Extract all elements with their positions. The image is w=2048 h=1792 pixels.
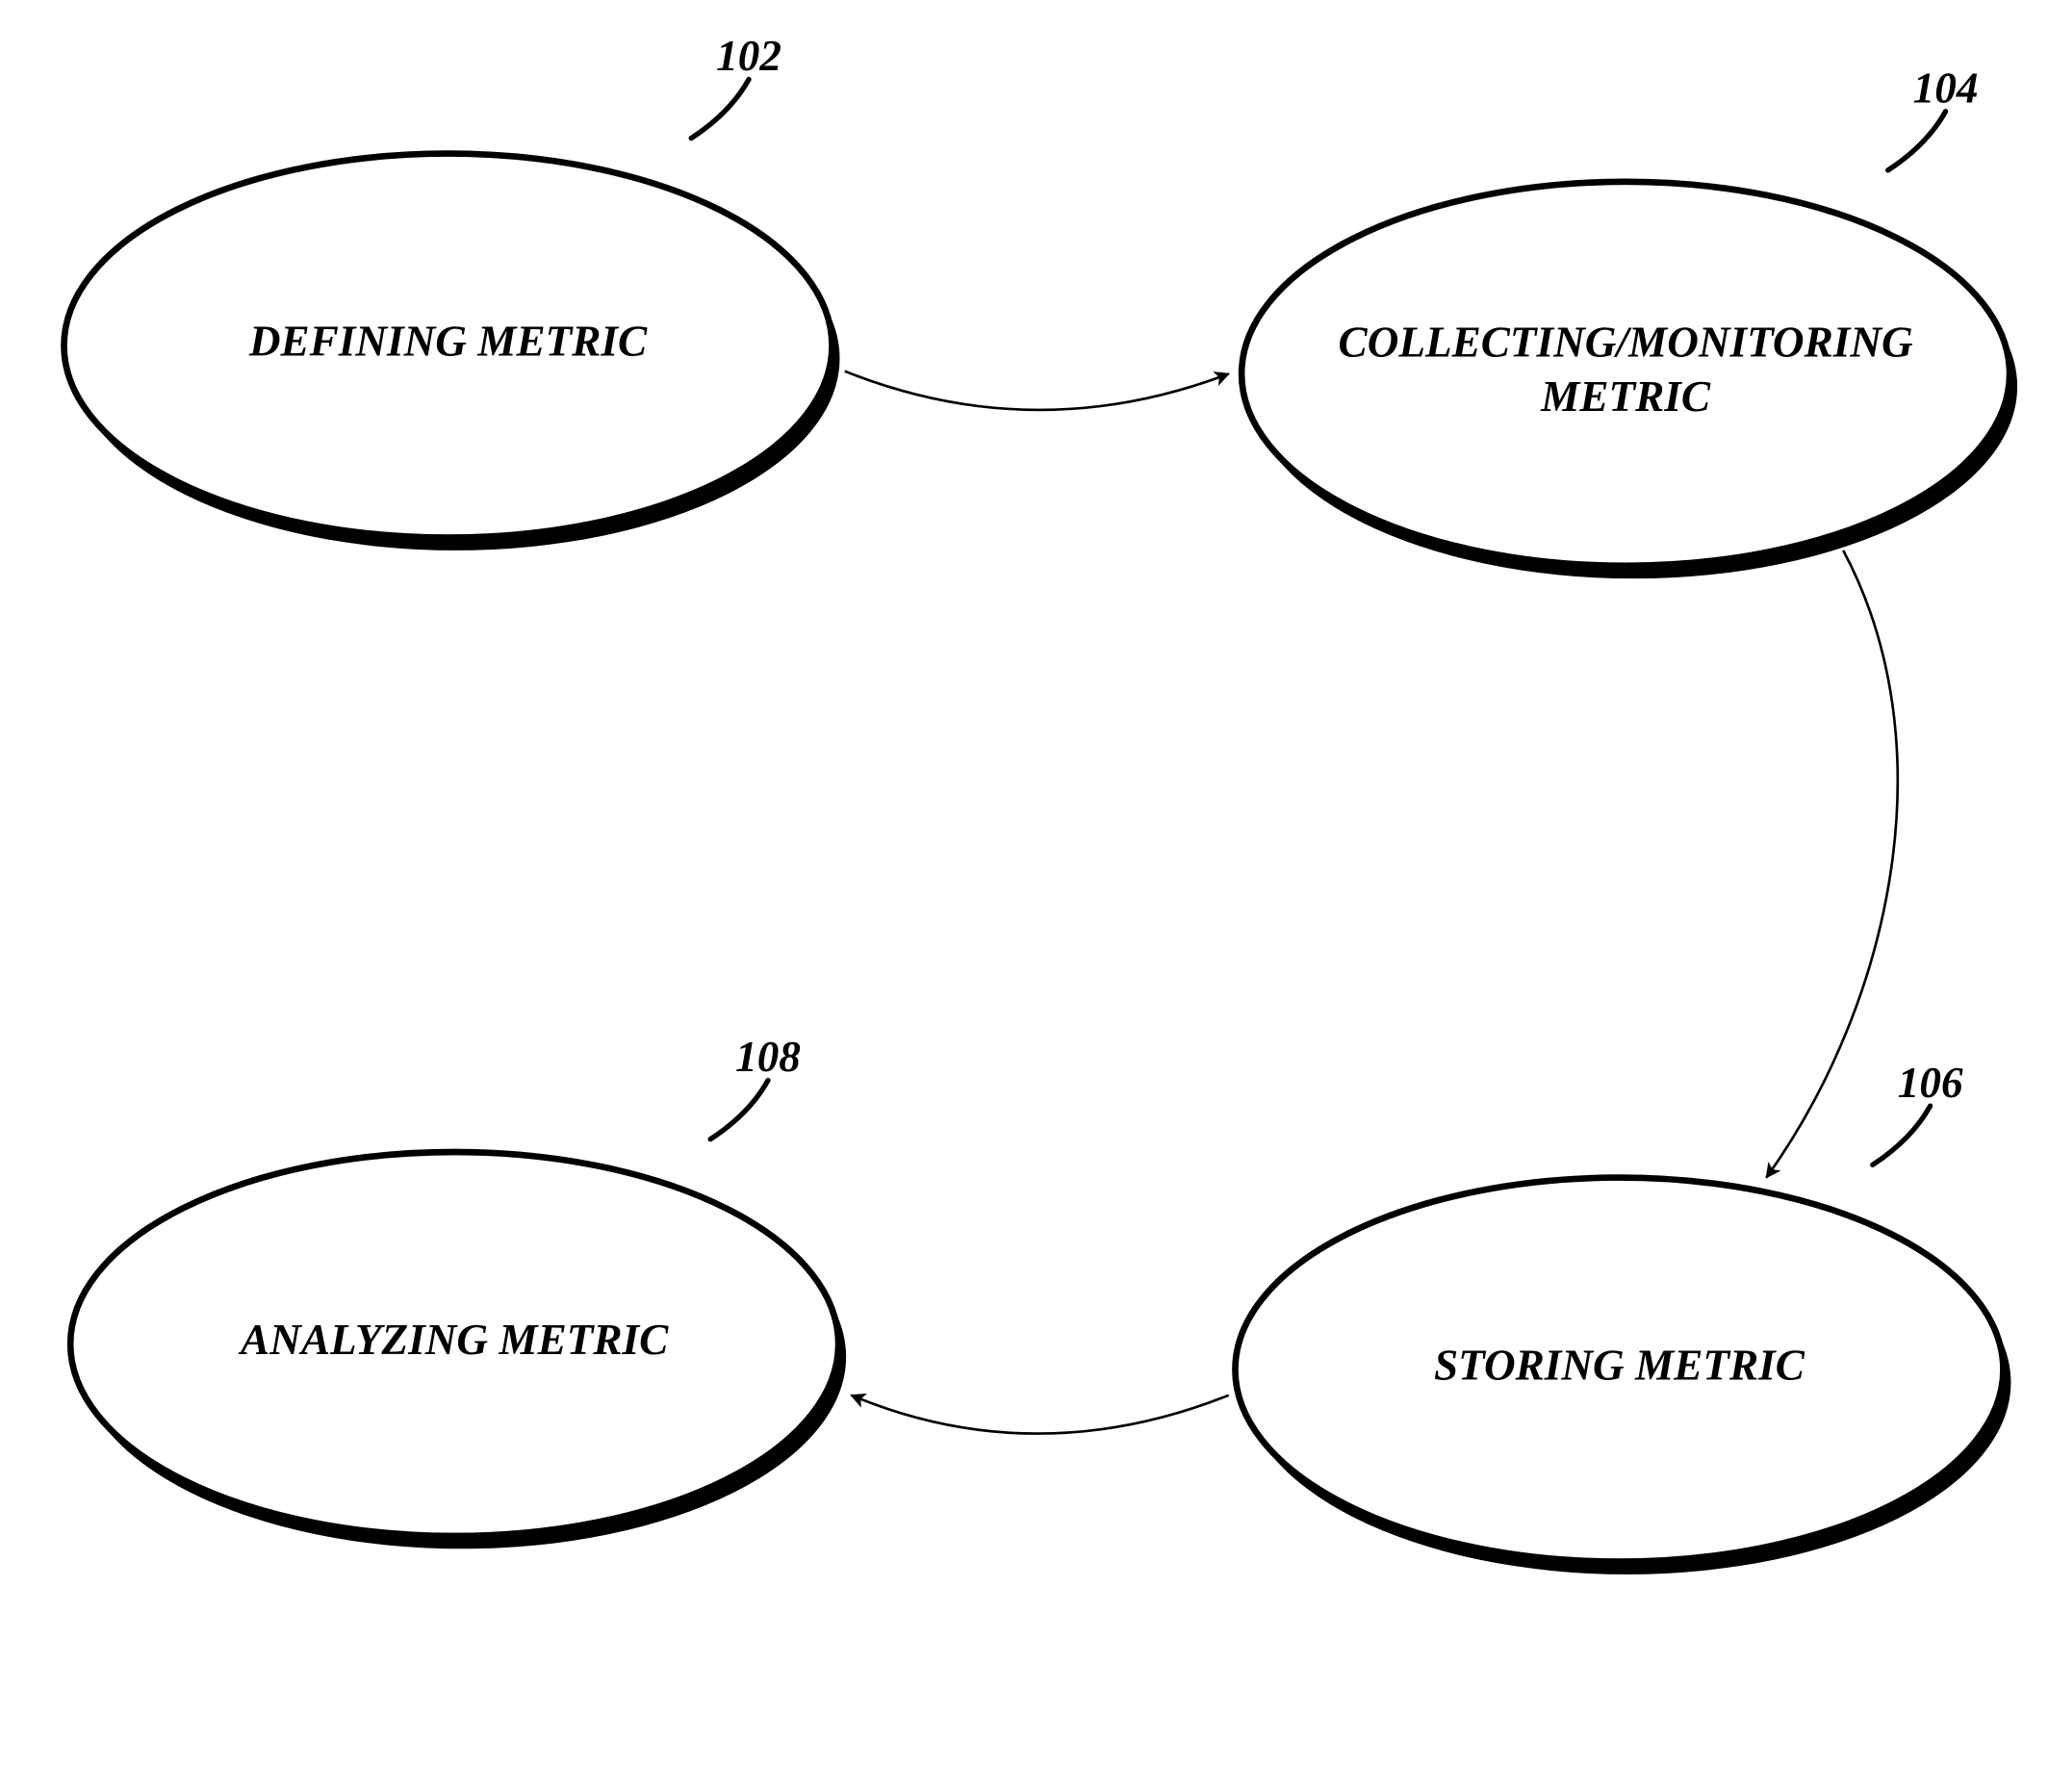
node-n102: DEFINING METRIC bbox=[64, 154, 840, 550]
node-text: COLLECTING/MONITORING bbox=[1339, 318, 1913, 366]
edge-1 bbox=[1766, 550, 1897, 1178]
flow-diagram: DEFINING METRIC COLLECTING/MONITORING METR… bbox=[0, 0, 2048, 1792]
node-text: STORING METRIC bbox=[1434, 1341, 1805, 1389]
callout-c108 bbox=[710, 1081, 768, 1139]
node-n104: COLLECTING/MONITORING METRIC bbox=[1242, 182, 2017, 578]
node-n106: STORING METRIC bbox=[1235, 1178, 2010, 1574]
callout-c102 bbox=[691, 79, 749, 138]
node-text: METRIC bbox=[1540, 372, 1711, 421]
reference-label: 104 bbox=[1913, 64, 1979, 112]
edge-0 bbox=[845, 371, 1229, 410]
node-text: ANALYZING METRIC bbox=[238, 1316, 669, 1364]
node-text: DEFINING METRIC bbox=[248, 317, 648, 365]
reference-label: 106 bbox=[1898, 1059, 1963, 1107]
callout-c106 bbox=[1873, 1106, 1931, 1165]
callout-c104 bbox=[1888, 112, 1946, 170]
reference-label: 108 bbox=[735, 1033, 801, 1081]
node-n108: ANALYZING METRIC bbox=[70, 1152, 846, 1549]
edge-2 bbox=[851, 1395, 1228, 1434]
reference-label: 102 bbox=[716, 32, 781, 80]
